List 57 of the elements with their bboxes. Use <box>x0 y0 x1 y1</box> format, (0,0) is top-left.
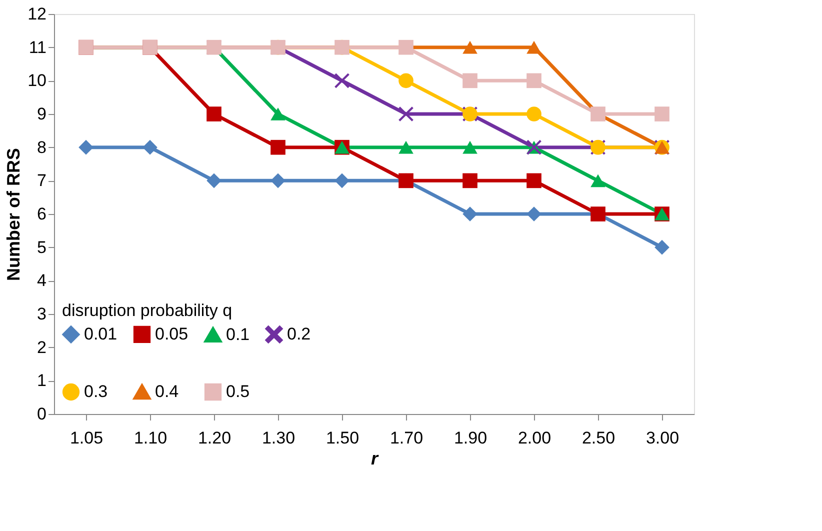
legend-label: 0.2 <box>287 324 311 344</box>
x-tick-label: 1.10 <box>134 428 168 448</box>
x-tick-label: 1.50 <box>326 428 360 448</box>
legend-label: 0.05 <box>155 324 188 344</box>
y-tick-label: 11 <box>28 38 46 57</box>
legend-label: 0.4 <box>155 382 179 401</box>
y-tick-label: 10 <box>28 71 46 90</box>
y-tick-label: 12 <box>28 4 46 24</box>
point <box>526 206 542 222</box>
x-tick-label: 2.00 <box>518 428 552 448</box>
x-tick-label: 1.20 <box>198 428 232 448</box>
point <box>206 173 222 188</box>
y-tick-label: 2 <box>37 338 46 357</box>
legend-label: 0.01 <box>84 324 118 344</box>
y-axis-title: Number of RRS <box>4 148 24 282</box>
point <box>78 140 94 155</box>
point <box>270 140 286 155</box>
point <box>270 173 286 188</box>
point <box>398 73 414 88</box>
y-tick-label: 1 <box>37 371 46 390</box>
point <box>654 106 670 122</box>
y-tick-label: 8 <box>37 138 46 157</box>
point <box>526 40 542 54</box>
legend-label: 0.5 <box>226 382 250 401</box>
point <box>270 108 286 120</box>
point <box>398 140 414 154</box>
point <box>526 173 542 188</box>
legend-label: 0.1 <box>226 324 250 344</box>
point <box>206 106 222 122</box>
point <box>462 140 478 154</box>
point <box>654 240 670 255</box>
x-tick-label: 2.50 <box>582 428 616 448</box>
x-tick-label: 1.05 <box>70 428 104 448</box>
x-tick-label: 3.00 <box>646 428 680 448</box>
y-tick-label: 0 <box>37 404 46 424</box>
point <box>526 73 542 88</box>
point <box>590 174 606 188</box>
legend-title: disruption probability q <box>62 301 232 320</box>
x-tick-label: 1.30 <box>262 428 296 448</box>
point <box>142 140 158 155</box>
legend-label: 0.3 <box>84 382 108 401</box>
x-tick-label: 1.70 <box>390 428 424 448</box>
y-tick-label: 5 <box>37 238 46 257</box>
y-tick-label: 4 <box>37 271 46 290</box>
y-tick-label: 3 <box>37 304 46 324</box>
y-tick-label: 9 <box>37 104 46 124</box>
point <box>462 206 478 222</box>
point <box>526 106 542 122</box>
y-tick-label: 6 <box>37 204 46 224</box>
point <box>462 73 478 88</box>
point <box>462 40 478 54</box>
x-tick-label: 1.90 <box>454 428 488 448</box>
point <box>334 73 350 88</box>
point <box>462 173 478 188</box>
y-tick-label: 7 <box>37 171 46 190</box>
point <box>334 173 350 188</box>
x-axis-title: r <box>370 448 379 468</box>
